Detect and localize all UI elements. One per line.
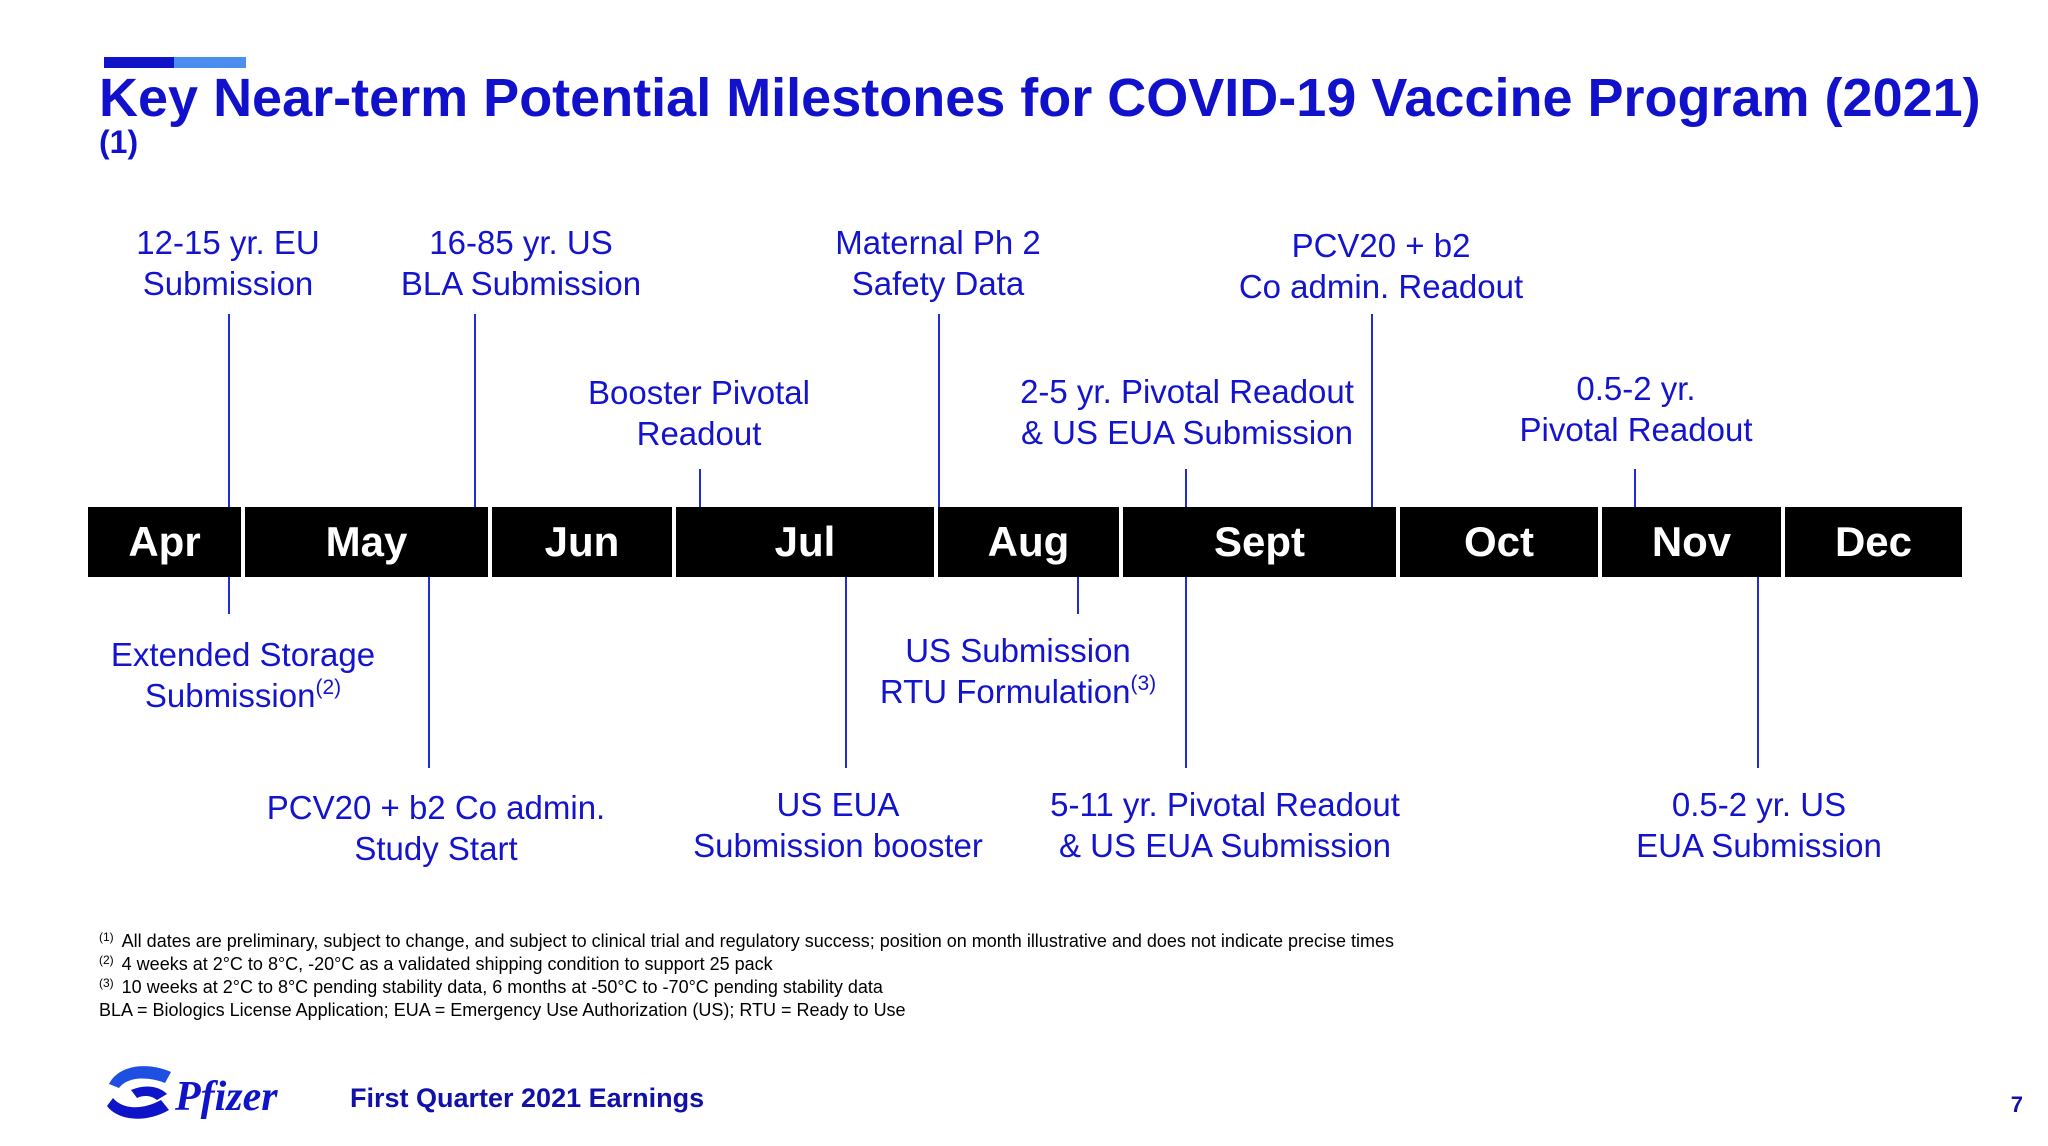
milestone-line-text: Submission [144,677,316,714]
milestone-line: RTU Formulation(3) [880,671,1156,712]
milestone-line: PCV20 + b2 Co admin. [266,789,606,826]
footnote-text: All dates are preliminary, subject to ch… [121,931,1395,951]
connector-bla-submission [474,314,476,507]
milestone-line: Booster Pivotal [588,374,810,411]
title-accent-bar-light [174,57,246,68]
milestone-line: 0.5-2 yr. [1576,370,1696,407]
milestone-extended-storage: Extended Storage Submission(2) [111,634,375,716]
milestone-line: 2-5 yr. Pivotal Readout [1020,373,1354,410]
footer-title: First Quarter 2021 Earnings [350,1083,705,1113]
month-jun: Jun [492,507,672,577]
milestone-rtu: US Submission RTU Formulation(3) [880,630,1156,712]
month-may: May [245,507,488,577]
milestone-line: US EUA [776,786,900,823]
footnote-2: (2) 4 weeks at 2°C to 8°C, -20°C as a val… [99,953,1394,976]
pfizer-logo-svg: Pfizer [107,1066,278,1120]
milestone-line: 0.5-2 yr. US [1671,786,1847,823]
footnote-text: 10 weeks at 2°C to 8°C pending stability… [121,977,883,997]
milestone-eu-submission: 12-15 yr. EU Submission [136,222,319,304]
month-sept: Sept [1123,507,1396,577]
milestone-booster-pivotal: Booster Pivotal Readout [588,372,810,454]
connector-maternal [938,314,940,507]
connector-five-to-eleven [1185,577,1187,768]
page-title: Key Near-term Potential Milestones for C… [99,70,1999,184]
footnote-mark: (1) [99,930,114,944]
connector-rtu [1077,577,1079,614]
connector-pcv20-readout [1371,314,1373,507]
milestone-five-to-eleven: 5-11 yr. Pivotal Readout & US EUA Submis… [1050,784,1400,866]
month-jul: Jul [676,507,934,577]
milestone-line: Extended Storage [110,636,376,673]
connector-half-to-two-readout [1634,469,1636,507]
footnote-text: 4 weeks at 2°C to 8°C, -20°C as a valida… [121,954,773,974]
footnote-mark: (2) [315,676,342,699]
pfizer-logo-icon: Pfizer [101,1050,301,1140]
connector-half-to-two-eua [1757,577,1759,768]
milestone-line: Study Start [354,830,518,867]
milestone-line-text: RTU Formulation [879,673,1131,710]
milestone-line: 12-15 yr. EU [136,224,320,261]
connector-booster-pivotal [699,469,701,507]
footnote-mark: (3) [1130,672,1157,695]
milestone-line: 5-11 yr. Pivotal Readout [1050,786,1400,823]
month-nov: Nov [1602,507,1781,577]
connector-eu-submission [228,314,230,507]
month-dec: Dec [1785,507,1962,577]
page-title-text: Key Near-term Potential Milestones for C… [99,68,1981,128]
connector-two-to-five [1185,469,1187,507]
milestone-line: PCV20 + b2 [1291,227,1471,264]
milestone-pcv20-readout: PCV20 + b2 Co admin. Readout [1239,225,1523,307]
milestone-line: Submission booster [693,827,983,864]
milestone-line: 16-85 yr. US [429,224,613,261]
footnote-text: BLA = Biologics License Application; EUA… [99,1000,906,1020]
month-apr: Apr [88,507,241,577]
milestone-line: Submission(2) [111,675,375,716]
title-accent-bar-dark [104,57,174,68]
milestone-line: Pivotal Readout [1519,411,1753,448]
milestone-line: & US EUA Submission [1021,414,1353,451]
milestone-half-to-two-eua: 0.5-2 yr. US EUA Submission [1636,784,1882,866]
footnote-1: (1) All dates are preliminary, subject to… [99,930,1394,953]
milestone-line: Co admin. Readout [1238,268,1524,305]
page-title-footnote-mark: (1) [99,124,139,160]
milestone-line: Readout [636,415,762,452]
milestone-line: US Submission [905,632,1131,669]
milestone-line: Submission [142,265,314,302]
milestone-bla-submission: 16-85 yr. US BLA Submission [401,222,641,304]
milestone-line: Safety Data [851,265,1025,302]
month-oct: Oct [1400,507,1598,577]
footnote-3: (3) 10 weeks at 2°C to 8°C pending stabil… [99,976,1394,999]
timeline-bar: Apr May Jun Jul Aug Sept Oct Nov Dec [88,507,1962,577]
milestone-maternal: Maternal Ph 2 Safety Data [835,222,1040,304]
footnote-abbreviations: BLA = Biologics License Application; EUA… [99,999,1394,1022]
connector-pcv20-start [428,577,430,768]
milestone-line: Maternal Ph 2 [835,224,1041,261]
milestone-line: BLA Submission [400,265,642,302]
milestone-us-eua-booster: US EUA Submission booster [693,784,983,866]
milestone-two-to-five: 2-5 yr. Pivotal Readout & US EUA Submiss… [1020,371,1354,453]
connector-us-eua-booster [845,577,847,768]
milestone-line: & US EUA Submission [1059,827,1391,864]
connector-extended-storage [228,577,230,614]
milestone-half-to-two-readout: 0.5-2 yr. Pivotal Readout [1520,368,1753,450]
footnote-mark: (2) [99,953,114,967]
footnotes: (1) All dates are preliminary, subject to… [99,930,1394,1022]
footnote-mark: (3) [99,976,114,990]
month-aug: Aug [938,507,1119,577]
milestone-pcv20-start: PCV20 + b2 Co admin. Study Start [267,787,605,869]
pfizer-logo-text: Pfizer [174,1074,278,1120]
milestone-line: EUA Submission [1636,827,1882,864]
page-number: 7 [2010,1092,2023,1117]
